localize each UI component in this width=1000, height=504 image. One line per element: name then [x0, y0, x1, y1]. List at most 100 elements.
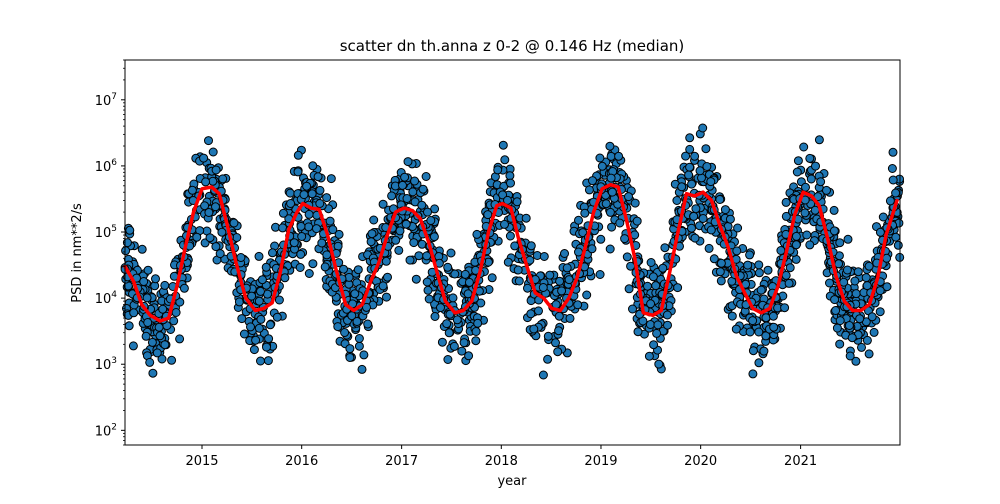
scatter-point [445, 309, 455, 319]
scatter-point [315, 199, 325, 208]
scatter-point [800, 208, 810, 218]
scatter-point [584, 185, 594, 195]
scatter-point [651, 281, 661, 291]
scatter-point [378, 199, 388, 209]
scatter-point [857, 342, 866, 352]
scatter-point [426, 216, 436, 225]
scatter-point [289, 238, 299, 248]
scatter-point [521, 213, 531, 223]
scatter-point [326, 174, 336, 184]
scatter-point [653, 320, 663, 330]
scatter-point [526, 309, 536, 319]
scatter-point [555, 276, 565, 286]
scatter-point [345, 344, 355, 354]
scatter-point [829, 226, 839, 236]
scatter-point [278, 208, 288, 218]
scatter-point [725, 214, 735, 224]
scatter-point [359, 350, 369, 360]
x-tick-label: 2018 [485, 454, 518, 469]
scatter-point [302, 181, 312, 191]
scatter-point [754, 268, 764, 278]
scatter-point [443, 355, 453, 364]
scatter-point [500, 219, 509, 229]
scatter-point [317, 238, 327, 248]
scatter-point [652, 328, 662, 338]
scatter-point [236, 253, 246, 262]
scatter-point [565, 313, 575, 323]
scatter-point [424, 294, 434, 304]
scatter-point [805, 240, 815, 250]
scatter-point [347, 311, 357, 321]
y-tick-label: 102 [95, 422, 117, 439]
scatter-point [578, 228, 588, 238]
scatter-point [529, 324, 539, 334]
scatter-point [322, 250, 332, 260]
scatter-point [229, 218, 239, 228]
scatter-point [498, 190, 508, 200]
scatter-point [888, 147, 898, 157]
scatter-point [587, 244, 597, 254]
scatter-point [595, 270, 605, 279]
scatter-point [862, 335, 872, 345]
scatter-point [685, 133, 695, 143]
scatter-point [308, 161, 318, 171]
scatter-point [208, 147, 218, 157]
chart-title: scatter dn th.anna z 0-2 @ 0.146 Hz (med… [340, 37, 685, 55]
median-line [123, 182, 899, 323]
scatter-point [167, 355, 177, 365]
scatter-point [748, 346, 758, 356]
scatter-point [400, 172, 410, 182]
median-line-layer [123, 182, 899, 323]
scatter-point [473, 318, 483, 328]
scatter-point [644, 351, 654, 361]
scatter-point [506, 178, 515, 188]
scatter-point [893, 240, 903, 250]
scatter-point [410, 176, 420, 186]
scatter-point [834, 259, 844, 269]
scatter-point [487, 273, 497, 283]
scatter-point [727, 311, 737, 321]
scatter-point [148, 368, 158, 378]
scatter-point [472, 229, 482, 239]
scatter-point [254, 296, 264, 306]
scatter-point [418, 184, 428, 194]
scatter-point [464, 277, 474, 287]
scatter-point [681, 151, 691, 161]
scatter-point [505, 171, 515, 181]
scatter-point [793, 156, 803, 166]
scatter-point [387, 191, 397, 201]
scatter-point [839, 277, 849, 287]
scatter-point [352, 317, 362, 326]
scatter-point [861, 273, 871, 283]
scatter-point [862, 281, 872, 291]
scatter-point [624, 284, 634, 294]
scatter-point [457, 346, 467, 356]
scatter-point [169, 316, 179, 326]
scatter-point [256, 286, 265, 296]
scatter-point [526, 241, 536, 251]
scatter-point [175, 297, 185, 307]
scatter-point [512, 197, 522, 207]
scatter-point [785, 263, 795, 273]
scatter-point [606, 151, 616, 161]
scatter-point [716, 276, 726, 286]
scatter-point [232, 233, 242, 242]
scatter-point [799, 142, 809, 152]
scatter-point [121, 246, 131, 256]
scatter-point [875, 286, 885, 296]
scatter-point [449, 341, 459, 351]
scatter-point [405, 255, 415, 265]
scatter-point [698, 214, 708, 223]
scatter-point [498, 140, 508, 150]
x-tick-label: 2021 [784, 454, 817, 469]
scatter-point [254, 323, 264, 333]
scatter-point [274, 295, 284, 305]
scatter-point [756, 285, 766, 295]
scatter-point [334, 229, 344, 239]
scatter-point [423, 207, 432, 217]
scatter-point [320, 262, 330, 272]
scatter-point [720, 205, 730, 215]
scatter-point [401, 219, 411, 229]
y-tick-label: 103 [95, 356, 117, 373]
